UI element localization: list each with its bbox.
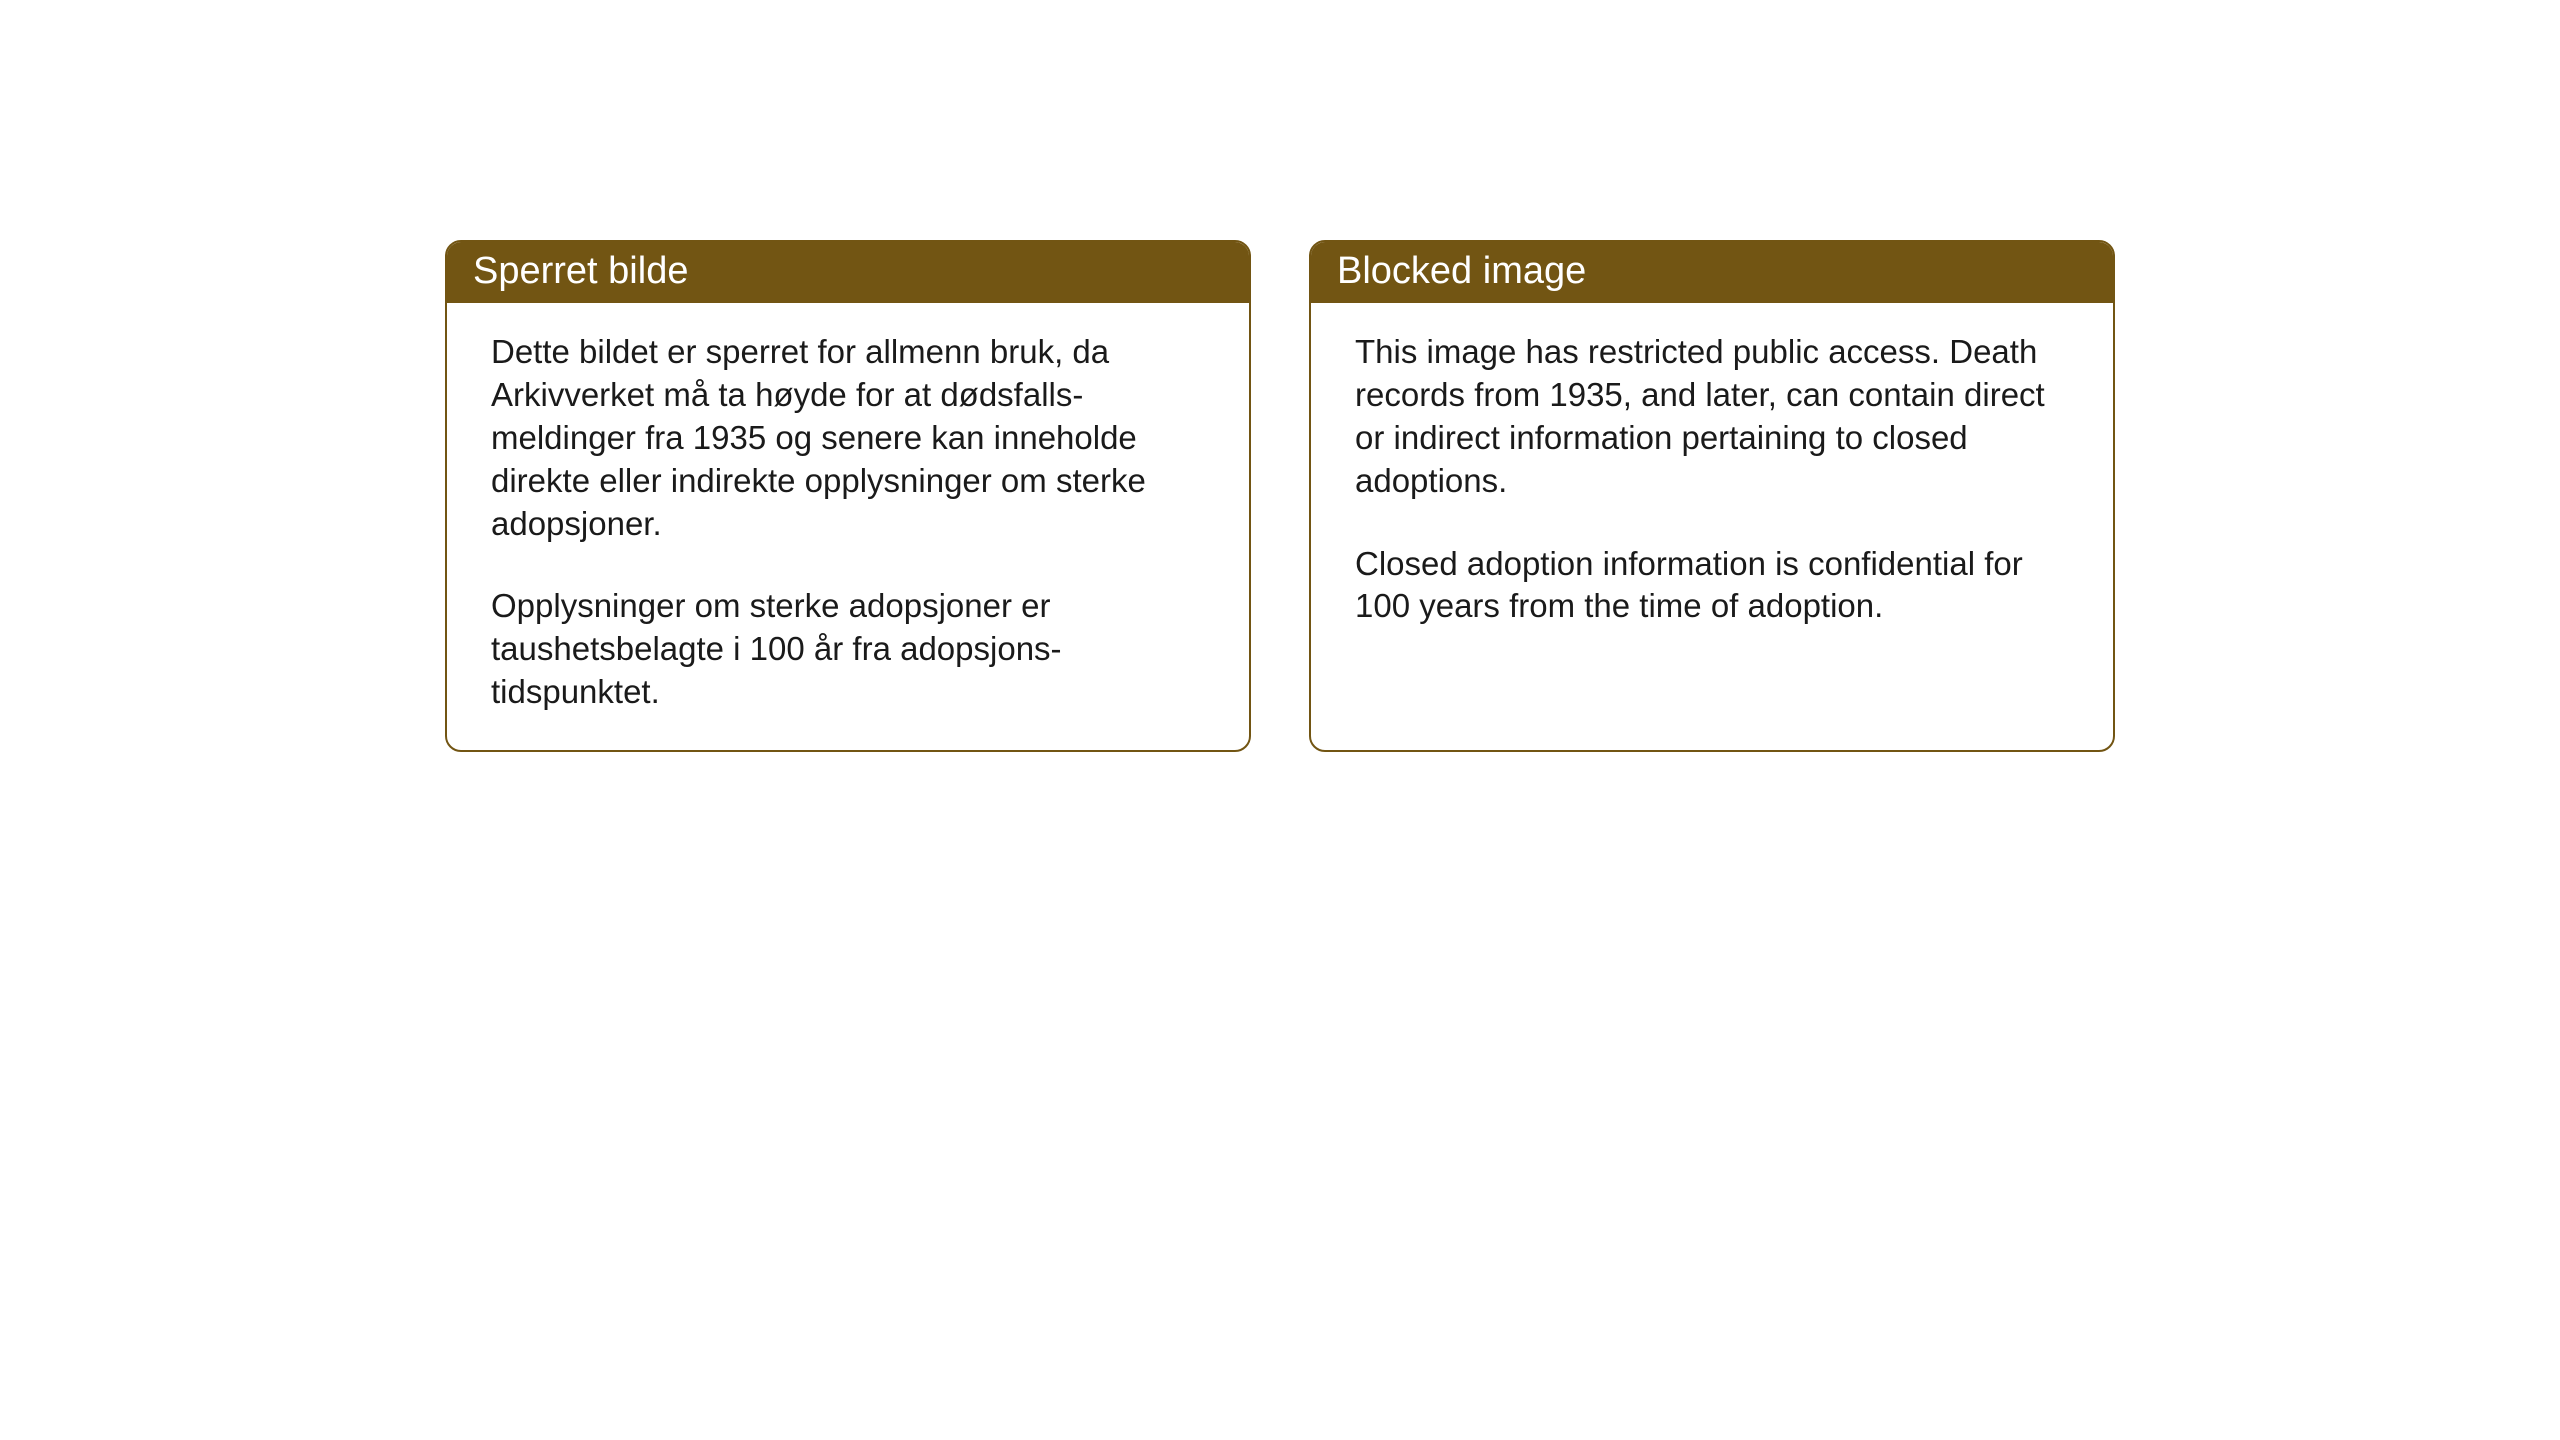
notice-paragraph-1-english: This image has restricted public access.… [1355, 331, 2069, 503]
notice-body-english: This image has restricted public access.… [1311, 303, 2113, 733]
notice-title-english: Blocked image [1337, 250, 1586, 292]
notice-header-english: Blocked image [1311, 242, 2113, 303]
notice-card-norwegian: Sperret bilde Dette bildet er sperret fo… [445, 240, 1251, 752]
notice-body-norwegian: Dette bildet er sperret for allmenn bruk… [447, 303, 1249, 750]
notice-paragraph-2-english: Closed adoption information is confident… [1355, 543, 2069, 629]
notice-paragraph-1-norwegian: Dette bildet er sperret for allmenn bruk… [491, 331, 1205, 545]
notice-container: Sperret bilde Dette bildet er sperret fo… [445, 240, 2115, 752]
notice-card-english: Blocked image This image has restricted … [1309, 240, 2115, 752]
notice-title-norwegian: Sperret bilde [473, 250, 688, 292]
notice-paragraph-2-norwegian: Opplysninger om sterke adopsjoner er tau… [491, 585, 1205, 714]
notice-header-norwegian: Sperret bilde [447, 242, 1249, 303]
